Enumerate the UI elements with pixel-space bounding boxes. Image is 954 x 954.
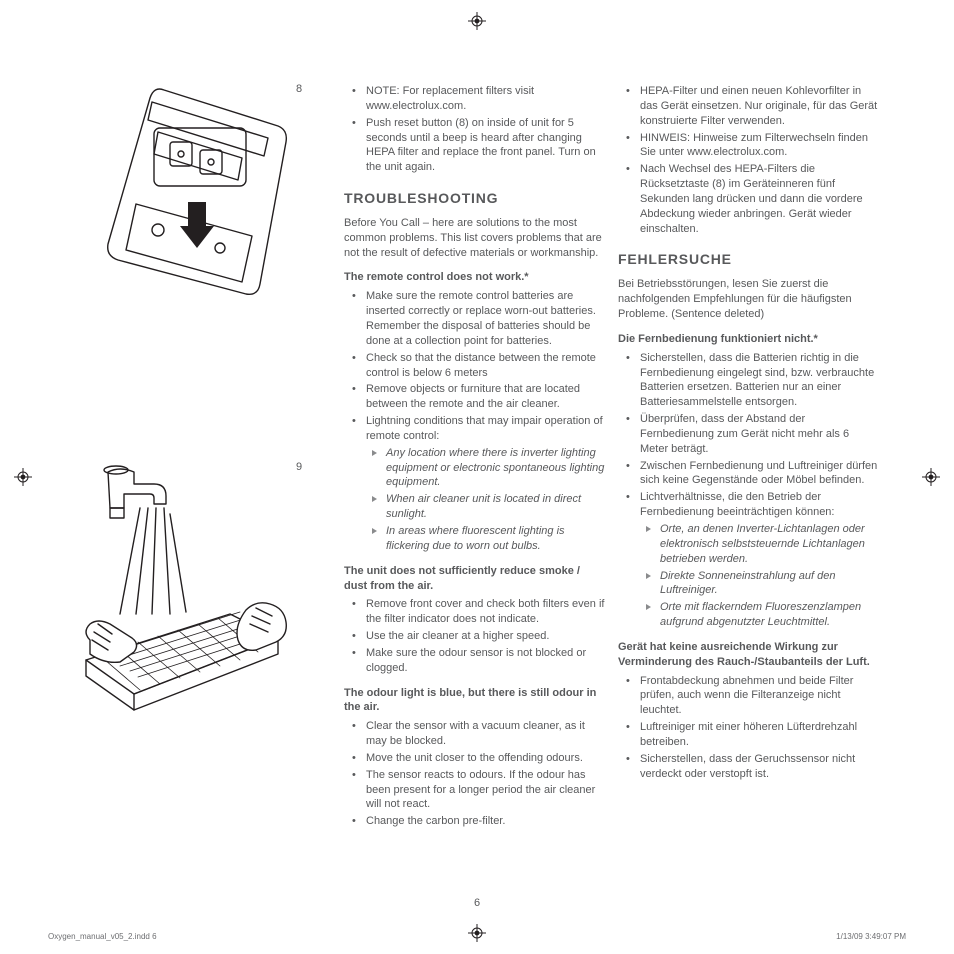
registration-mark-icon: [14, 468, 32, 486]
list-item: Remove objects or furniture that are loc…: [344, 382, 606, 412]
registration-mark-icon: [468, 924, 486, 942]
subhead-remote-de: Die Fernbedienung funktioniert nicht.*: [618, 332, 880, 347]
page-number: 6: [0, 896, 954, 911]
list-item: Clear the sensor with a vacuum cleaner, …: [344, 719, 606, 749]
remote-bullets-de: Sicherstellen, dass die Batterien richti…: [618, 351, 880, 630]
list-item: NOTE: For replacement filters visit www.…: [344, 84, 606, 114]
subhead-smoke-de: Gerät hat keine ausreichende Wirkung zur…: [618, 640, 880, 670]
list-item: Sicherstellen, dass der Geruchssensor ni…: [618, 752, 880, 782]
heading-fehlersuche: FEHLERSUCHE: [618, 250, 880, 269]
list-item: Change the carbon pre-filter.: [344, 814, 606, 829]
intro-de: Bei Betriebsstörungen, lesen Sie zuerst …: [618, 277, 880, 322]
figure-8-remote-unit: [92, 84, 292, 304]
list-item: Luftreiniger mit einer höheren Lüfterdre…: [618, 720, 880, 750]
list-item: Make sure the odour sensor is not blocke…: [344, 646, 606, 676]
list-item: HEPA-Filter und einen neuen Kohlevorfilt…: [618, 84, 880, 129]
subhead-odour-en: The odour light is blue, but there is st…: [344, 686, 606, 716]
list-item: Check so that the distance between the r…: [344, 351, 606, 381]
list-item: In areas where fluorescent lighting is f…: [366, 524, 606, 554]
german-column: HEPA-Filter und einen neuen Kohlevorfilt…: [618, 84, 880, 783]
list-item: HINWEIS: Hinweise zum Filterwechseln fin…: [618, 131, 880, 161]
list-item: Lichtverhältnisse, die den Betrieb der F…: [618, 490, 880, 630]
registration-mark-icon: [468, 12, 486, 30]
list-item: Orte mit flackerndem Fluoreszenzlampen a…: [640, 600, 880, 630]
list-item: When air cleaner unit is located in dire…: [366, 492, 606, 522]
list-item: Überprüfen, dass der Abstand der Fernbed…: [618, 412, 880, 457]
page-content: 8: [44, 84, 910, 894]
list-item: Sicherstellen, dass die Batterien richti…: [618, 351, 880, 410]
list-item: Use the air cleaner at a higher speed.: [344, 629, 606, 644]
figure-9-wash-filter: [80, 464, 300, 724]
heading-troubleshooting: TROUBLESHOOTING: [344, 189, 606, 208]
list-item: Frontabdeckung abnehmen und beide Filter…: [618, 674, 880, 719]
remote-bullets-en: Make sure the remote control batteries a…: [344, 289, 606, 553]
list-item: Any location where there is inverter lig…: [366, 446, 606, 491]
list-item: Make sure the remote control batteries a…: [344, 289, 606, 348]
footer-filename: Oxygen_manual_v05_2.indd 6: [48, 932, 157, 943]
registration-mark-icon: [922, 468, 940, 486]
list-item: The sensor reacts to odours. If the odou…: [344, 768, 606, 813]
subhead-remote-en: The remote control does not work.*: [344, 270, 606, 285]
top-notes-de: HEPA-Filter und einen neuen Kohlevorfilt…: [618, 84, 880, 236]
footer-timestamp: 1/13/09 3:49:07 PM: [836, 932, 906, 943]
list-item: Zwischen Fernbedienung und Luftreiniger …: [618, 459, 880, 489]
list-item: Move the unit closer to the offending od…: [344, 751, 606, 766]
english-column: NOTE: For replacement filters visit www.…: [344, 84, 606, 831]
intro-en: Before You Call – here are solutions to …: [344, 216, 606, 261]
subhead-smoke-en: The unit does not sufficiently reduce sm…: [344, 564, 606, 594]
smoke-bullets-de: Frontabdeckung abnehmen und beide Filter…: [618, 674, 880, 782]
list-item: Remove front cover and check both filter…: [344, 597, 606, 627]
list-item: Orte, an denen Inverter-Lichtanlagen ode…: [640, 522, 880, 567]
list-item: Push reset button (8) on inside of unit …: [344, 116, 606, 175]
list-item: Direkte Sonneneinstrahlung auf den Luftr…: [640, 569, 880, 599]
odour-bullets-en: Clear the sensor with a vacuum cleaner, …: [344, 719, 606, 829]
list-item: Nach Wechsel des HEPA-Filters die Rückse…: [618, 162, 880, 236]
smoke-bullets-en: Remove front cover and check both filter…: [344, 597, 606, 675]
top-notes-en: NOTE: For replacement filters visit www.…: [344, 84, 606, 175]
figure-8-label: 8: [296, 82, 302, 97]
list-item: Lightning conditions that may impair ope…: [344, 414, 606, 554]
